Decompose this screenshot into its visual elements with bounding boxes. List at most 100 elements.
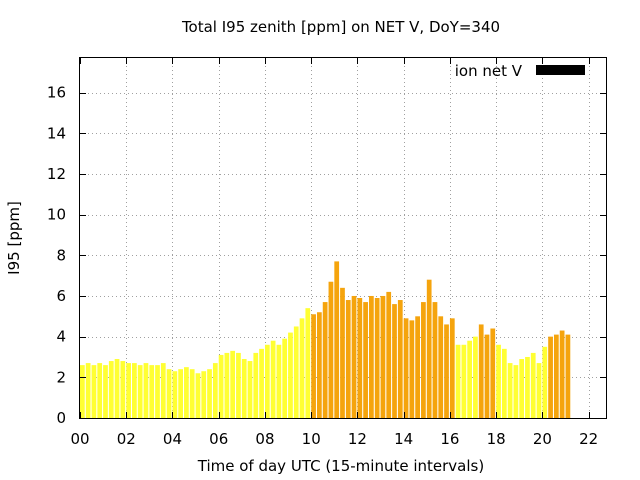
chart-title: Total I95 zenith [ppm] on NET V, DoY=340 [181, 18, 500, 36]
bar [507, 363, 513, 418]
bar [542, 346, 548, 418]
bar [253, 352, 259, 418]
bar [120, 361, 126, 418]
bar [455, 344, 461, 418]
bar [143, 363, 149, 418]
bar [357, 298, 363, 418]
bar [559, 330, 565, 418]
plot-frame [79, 57, 607, 419]
y-tick-label: 8 [56, 246, 66, 264]
y-tick-label: 14 [47, 124, 66, 142]
bar [438, 316, 444, 418]
bar [207, 369, 212, 418]
y-tick-label: 12 [47, 165, 66, 183]
bar [184, 367, 189, 418]
bar [345, 300, 351, 418]
bar [97, 363, 103, 418]
bar [236, 352, 241, 418]
x-tick-label: 06 [209, 430, 228, 448]
bar [316, 312, 322, 418]
bar [328, 281, 334, 418]
bar [103, 365, 108, 418]
bar [305, 308, 311, 418]
bar [137, 365, 143, 418]
bar [386, 291, 392, 418]
bar [369, 295, 374, 418]
bar [501, 348, 507, 418]
bar [513, 365, 519, 418]
bar [132, 363, 137, 418]
bar [415, 316, 420, 418]
bar [351, 295, 357, 418]
axis-ticks [80, 58, 606, 419]
bar [293, 326, 299, 418]
x-tick-label: 16 [440, 430, 459, 448]
bar [288, 332, 293, 418]
x-tick-label: 22 [579, 430, 598, 448]
bar [525, 356, 530, 418]
bar [91, 365, 97, 418]
bar [409, 320, 415, 418]
bar [340, 287, 345, 418]
bar [553, 334, 559, 418]
bar [155, 365, 160, 418]
x-tick-label: 12 [348, 430, 367, 448]
bar [264, 344, 270, 418]
bar [530, 352, 536, 418]
y-tick-label: 2 [56, 368, 66, 386]
x-tick-label: 02 [117, 430, 136, 448]
bar [189, 369, 195, 418]
bar [247, 361, 253, 418]
bars [80, 261, 571, 418]
bar [473, 336, 478, 418]
x-tick-label: 10 [302, 430, 321, 448]
x-tick-label: 08 [255, 430, 274, 448]
bar [426, 279, 432, 418]
y-tick-labels: 0 2 4 6 8 10 12 14 16 [47, 84, 66, 427]
bar [299, 318, 305, 418]
bar [536, 363, 542, 418]
bar [565, 334, 571, 418]
bar [449, 318, 455, 418]
bar [311, 314, 316, 418]
bar [126, 363, 131, 418]
y-tick-label: 4 [56, 328, 66, 346]
bar [259, 348, 264, 418]
bar [212, 363, 218, 418]
bar [114, 359, 120, 418]
x-tick-labels: 00 02 04 06 08 10 12 14 16 18 20 22 [70, 430, 598, 448]
bar [432, 302, 438, 418]
bar [80, 365, 85, 418]
bar [276, 344, 282, 418]
legend-key [536, 65, 585, 75]
y-axis-label: I95 [ppm] [5, 201, 23, 275]
x-tick-label: 14 [394, 430, 413, 448]
bar [85, 363, 91, 418]
bar [230, 350, 236, 418]
bar [149, 365, 155, 418]
bar [461, 344, 467, 418]
y-tick-label: 16 [47, 84, 66, 102]
bar [392, 304, 397, 418]
bar [519, 359, 525, 418]
bar [363, 302, 368, 418]
bar [241, 359, 247, 418]
bar [421, 302, 426, 418]
bar [374, 298, 380, 418]
bar [282, 338, 288, 418]
bar [484, 334, 490, 418]
bar [166, 369, 172, 418]
x-tick-label: 20 [533, 430, 552, 448]
bar [224, 352, 230, 418]
bar [218, 354, 224, 418]
y-tick-label: 0 [56, 409, 66, 427]
bar [160, 363, 166, 418]
x-axis-label: Time of day UTC (15-minute intervals) [197, 457, 484, 475]
x-tick-label: 00 [70, 430, 89, 448]
bar [548, 336, 553, 418]
y-tick-label: 6 [56, 287, 66, 305]
bar [322, 302, 328, 418]
bar [195, 373, 201, 418]
bar [201, 371, 207, 418]
